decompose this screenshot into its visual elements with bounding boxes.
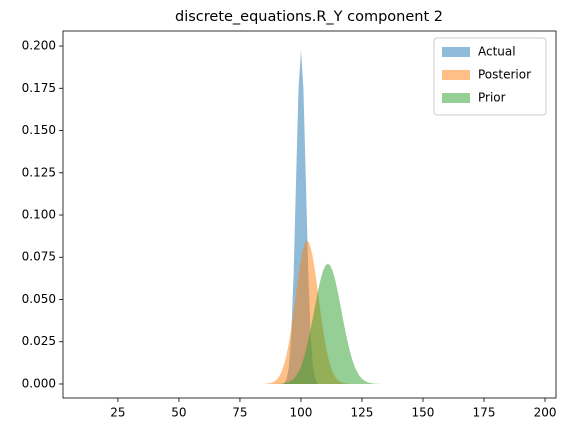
area <box>283 50 319 384</box>
y-tick-label: 0.175 <box>22 81 56 95</box>
legend-swatch <box>442 70 470 80</box>
y-tick-label: 0.000 <box>22 376 56 390</box>
x-tick-label: 175 <box>473 406 496 420</box>
area <box>264 241 350 384</box>
y-tick-label: 0.125 <box>22 165 56 179</box>
area <box>276 263 380 384</box>
y-tick-label: 0.200 <box>22 39 56 53</box>
x-tick-label: 25 <box>110 406 125 420</box>
y-tick-label: 0.025 <box>22 334 56 348</box>
y-tick-label: 0.050 <box>22 292 56 306</box>
x-tick-label: 100 <box>290 406 313 420</box>
y-tick-label: 0.150 <box>22 123 56 137</box>
chart-title: discrete_equations.R_Y component 2 <box>175 9 443 25</box>
x-tick-label: 125 <box>351 406 374 420</box>
y-tick-label: 0.100 <box>22 208 56 222</box>
legend-swatch <box>442 47 470 57</box>
x-tick-label: 150 <box>412 406 435 420</box>
plot-frame <box>62 30 557 399</box>
legend-swatch <box>442 93 470 103</box>
legend-label: Posterior <box>478 68 531 82</box>
legend-label: Prior <box>478 91 506 105</box>
x-tick-label: 75 <box>232 406 247 420</box>
y-tick-label: 0.075 <box>22 250 56 264</box>
legend-label: Actual <box>478 45 516 59</box>
x-tick-label: 50 <box>171 406 186 420</box>
x-tick-label: 200 <box>534 406 557 420</box>
